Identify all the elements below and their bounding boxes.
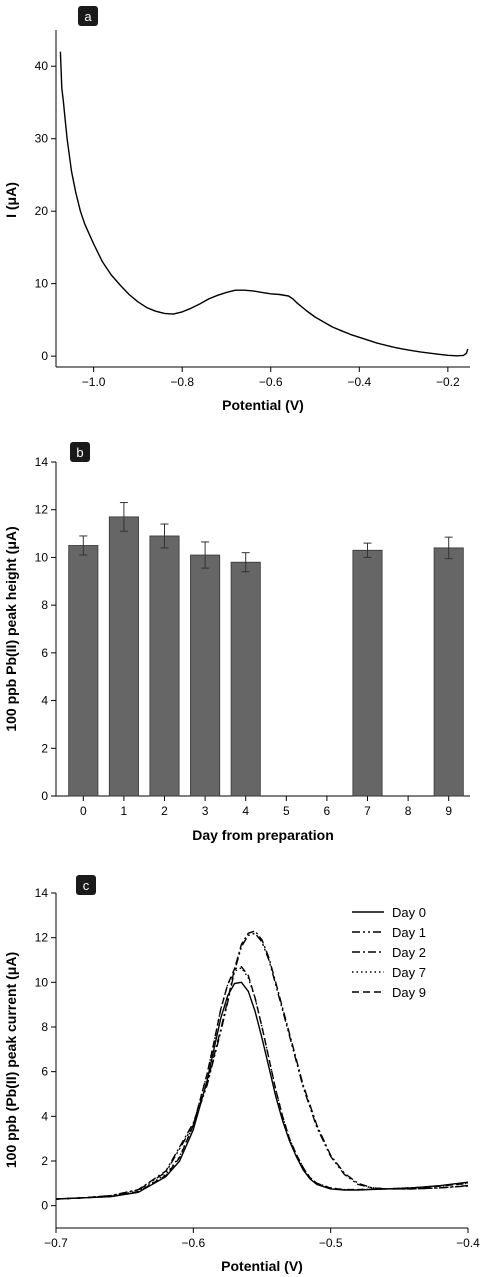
panel-b-y-axis-title: 100 ppb Pb(II) peak height (μA) [3, 526, 19, 731]
panel-b-x-tick-label: 2 [161, 804, 168, 818]
bar-day-7 [352, 549, 383, 797]
c-x-tick-label: −0.6 [181, 1236, 205, 1250]
panel-b-x-tick-label: 4 [242, 804, 249, 818]
bar-day-4 [230, 561, 261, 797]
panel-b-x-tick-label: 7 [364, 804, 371, 818]
c-y-tick-label: 4 [41, 1109, 48, 1123]
panel-c-x-ticks: −0.7 −0.6 −0.5 −0.4 [44, 1228, 480, 1250]
panel-b-x-tick-label: 8 [405, 804, 412, 818]
panel-b-y-tick-label: 6 [41, 646, 48, 660]
c-series-line-day-0 [55, 981, 469, 1200]
c-x-tick-label: −0.4 [456, 1236, 480, 1250]
panel-b-y-tick-label: 0 [41, 789, 48, 803]
bar-day-9 [433, 547, 464, 797]
panel-b-y-tick-label: 8 [41, 598, 48, 612]
legend-label-day-0: Day 0 [392, 905, 426, 920]
legend-label-day-2: Day 2 [392, 945, 426, 960]
c-y-tick-label: 10 [35, 975, 49, 989]
panel-b-x-ticks: 0 1 2 3 4 5 6 7 8 9 [80, 796, 452, 818]
legend-label-day-7: Day 7 [392, 965, 426, 980]
panel-b-y-tick-label: 4 [41, 694, 48, 708]
c-y-tick-label: 6 [41, 1065, 48, 1079]
a-series-line-0 [59, 51, 469, 357]
a-x-tick-label: −0.8 [170, 375, 194, 389]
panel-a-y-axis-title: I (μA) [3, 182, 19, 218]
panel-c-y-ticks: 0 2 4 6 8 10 12 14 [35, 886, 56, 1213]
panel-b-y-tick-label: 14 [35, 455, 49, 469]
a-y-tick-label: 40 [35, 59, 49, 73]
panel-b-y-tick-label: 12 [35, 503, 49, 517]
panel-b-y-tick-label: 10 [35, 550, 49, 564]
c-series-line-day-1 [55, 932, 469, 1200]
panel-c-x-axis-title: Potential (V) [221, 1258, 303, 1274]
panel-a-x-axis-title: Potential (V) [222, 397, 304, 413]
c-x-tick-label: −0.7 [44, 1236, 68, 1250]
c-series-line-day-2 [55, 930, 469, 1200]
c-y-tick-label: 0 [41, 1199, 48, 1213]
bar-day-0 [68, 545, 99, 797]
c-x-tick-label: −0.5 [319, 1236, 343, 1250]
c-series-line-day-9 [55, 966, 469, 1200]
c-y-tick-label: 12 [35, 931, 49, 945]
bar-day-1 [108, 516, 139, 797]
bar-day-2 [149, 535, 180, 797]
panel-b-bars [68, 502, 464, 797]
panel-c-y-axis-title: 100 ppb (Pb(II) peak current (μA) [3, 952, 19, 1168]
a-y-tick-label: 10 [35, 277, 49, 291]
panel-b-label-badge [70, 442, 90, 462]
panel-a-x-ticks: −1.0 −0.8 −0.6 −0.4 −0.2 [82, 367, 460, 389]
c-y-tick-label: 14 [35, 886, 49, 900]
c-y-tick-label: 8 [41, 1020, 48, 1034]
panel-c-series-group [55, 930, 469, 1200]
panel-b-x-tick-label: 0 [80, 804, 87, 818]
a-y-tick-label: 0 [41, 349, 48, 363]
legend-label-day-9: Day 9 [392, 985, 426, 1000]
panel-a: a −1.0 −0.8 −0.6 −0.4 −0.2 0 10 20 30 40 Potenti… [3, 6, 470, 413]
bar-day-3 [190, 554, 221, 797]
a-x-tick-label: −0.4 [347, 375, 371, 389]
panel-b-x-tick-label: 9 [445, 804, 452, 818]
panel-b-x-tick-label: 6 [324, 804, 331, 818]
panel-c-label-badge [76, 875, 96, 895]
a-x-tick-label: −1.0 [82, 375, 106, 389]
panel-b-x-tick-label: 5 [283, 804, 290, 818]
panel-c-label: c [83, 878, 90, 893]
panel-a-label: a [84, 9, 92, 24]
panel-c-legend: Day 0 Day 1 Day 2 Day 7 Day 9 [352, 905, 426, 1000]
panel-b-y-tick-label: 2 [41, 741, 48, 755]
panel-b-x-tick-label: 3 [202, 804, 209, 818]
panel-b-label: b [76, 445, 83, 460]
c-y-tick-label: 2 [41, 1154, 48, 1168]
panel-a-label-badge [78, 6, 98, 26]
a-x-tick-label: −0.6 [259, 375, 283, 389]
a-x-tick-label: −0.2 [436, 375, 460, 389]
panel-b-y-ticks: 0 2 4 6 8 10 12 14 [35, 455, 56, 803]
legend-label-day-1: Day 1 [392, 925, 426, 940]
c-series-line-day-7 [55, 967, 469, 1200]
a-y-tick-label: 30 [35, 132, 49, 146]
panel-a-y-ticks: 0 10 20 30 40 [35, 59, 56, 363]
panel-b-x-axis-title: Day from preparation [192, 827, 334, 843]
panel-a-series-group [59, 51, 469, 357]
a-y-tick-label: 20 [35, 204, 49, 218]
panel-b-x-tick-label: 1 [121, 804, 128, 818]
